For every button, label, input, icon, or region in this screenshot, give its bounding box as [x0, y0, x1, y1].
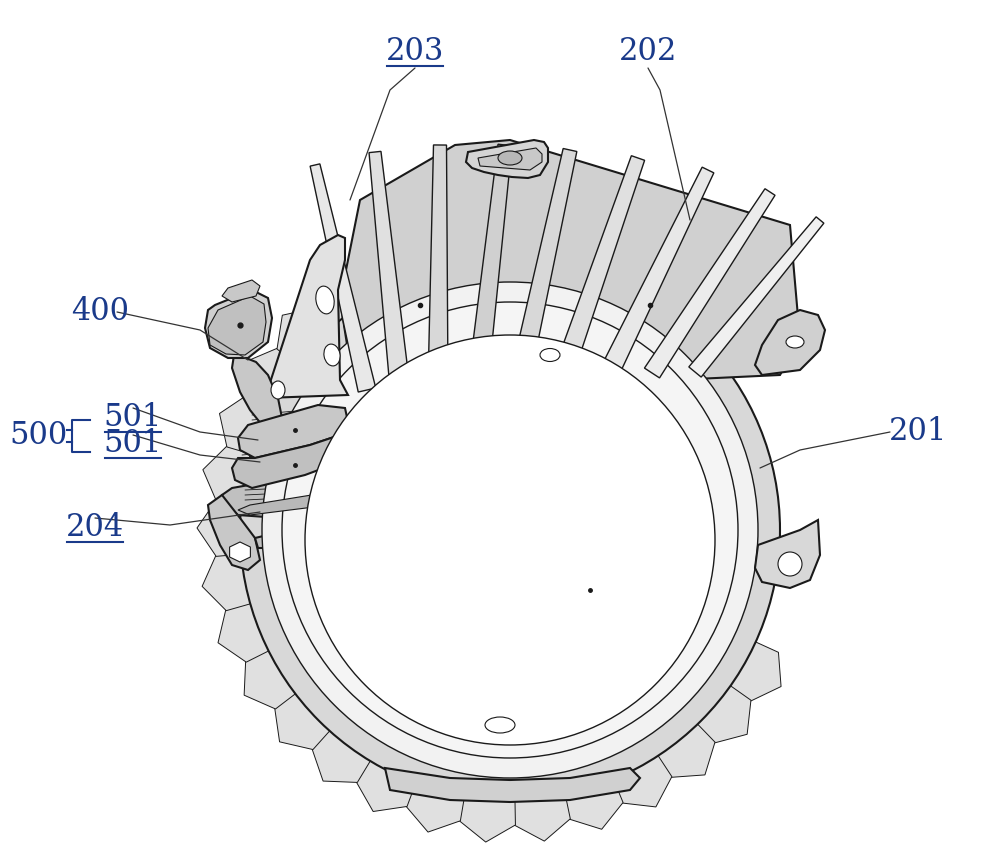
Polygon shape [428, 145, 448, 385]
Polygon shape [312, 730, 370, 783]
Text: 204: 204 [66, 512, 124, 544]
Polygon shape [553, 156, 645, 380]
Polygon shape [406, 783, 465, 832]
Polygon shape [222, 280, 260, 302]
Polygon shape [219, 394, 270, 454]
Text: 501: 501 [104, 403, 162, 433]
Polygon shape [478, 148, 542, 170]
Polygon shape [202, 553, 250, 611]
Polygon shape [238, 485, 380, 515]
Polygon shape [230, 542, 250, 562]
Polygon shape [409, 227, 468, 276]
Text: 202: 202 [619, 36, 677, 68]
Polygon shape [222, 460, 388, 518]
Polygon shape [644, 189, 775, 378]
Polygon shape [369, 151, 410, 389]
Polygon shape [385, 768, 640, 802]
Ellipse shape [271, 381, 285, 399]
Polygon shape [310, 164, 376, 392]
Polygon shape [510, 148, 577, 381]
Polygon shape [203, 446, 251, 504]
Polygon shape [730, 642, 781, 701]
Polygon shape [514, 795, 570, 841]
Polygon shape [466, 140, 548, 178]
Circle shape [262, 282, 758, 778]
Ellipse shape [498, 151, 522, 165]
Polygon shape [277, 308, 332, 365]
Ellipse shape [540, 349, 560, 361]
Polygon shape [616, 255, 675, 306]
Text: 201: 201 [889, 416, 947, 448]
Polygon shape [468, 144, 512, 383]
Polygon shape [275, 693, 330, 750]
Polygon shape [660, 285, 718, 338]
Polygon shape [315, 276, 373, 327]
Circle shape [240, 260, 780, 800]
Polygon shape [265, 235, 348, 398]
Polygon shape [697, 686, 751, 743]
Polygon shape [699, 320, 753, 377]
Polygon shape [255, 510, 395, 548]
Polygon shape [244, 650, 295, 709]
Polygon shape [463, 218, 519, 264]
Circle shape [305, 335, 715, 745]
Polygon shape [459, 796, 515, 842]
Polygon shape [246, 348, 298, 407]
Polygon shape [238, 405, 348, 458]
Polygon shape [599, 167, 714, 379]
Polygon shape [232, 355, 282, 428]
Text: 400: 400 [71, 297, 129, 327]
Polygon shape [567, 232, 627, 282]
Ellipse shape [324, 344, 340, 366]
Circle shape [282, 302, 738, 758]
Polygon shape [755, 520, 820, 588]
Polygon shape [755, 310, 825, 375]
Polygon shape [517, 220, 574, 266]
Ellipse shape [485, 717, 515, 733]
Polygon shape [564, 779, 623, 829]
Text: 501: 501 [104, 428, 162, 460]
Polygon shape [197, 499, 241, 556]
Circle shape [778, 552, 802, 576]
Polygon shape [218, 603, 269, 662]
Polygon shape [689, 217, 824, 377]
Polygon shape [356, 761, 416, 812]
Polygon shape [359, 247, 419, 298]
Text: 203: 203 [386, 36, 444, 68]
Polygon shape [205, 290, 272, 358]
Text: 500: 500 [9, 421, 67, 451]
Polygon shape [208, 495, 260, 570]
Polygon shape [232, 435, 345, 488]
Polygon shape [340, 140, 800, 395]
Polygon shape [612, 756, 672, 807]
Polygon shape [657, 724, 715, 778]
Ellipse shape [786, 336, 804, 348]
Polygon shape [208, 296, 266, 355]
Ellipse shape [316, 286, 334, 314]
